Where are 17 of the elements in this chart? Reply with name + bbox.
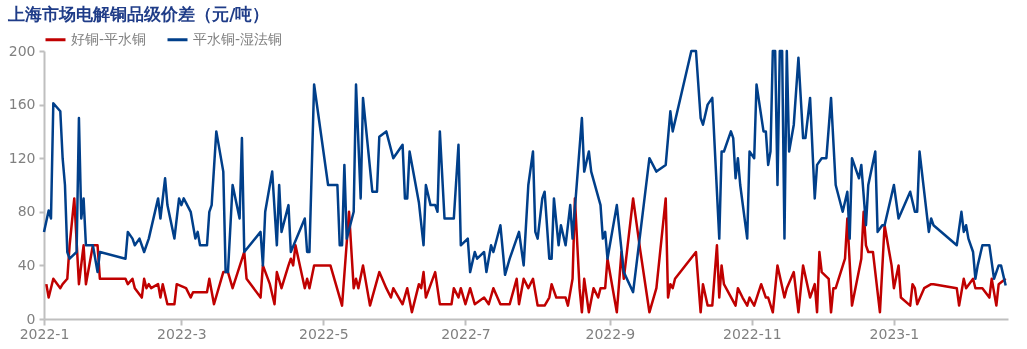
line-series <box>42 49 1007 294</box>
y-tick-label: 160 <box>8 96 36 113</box>
x-tick-label: 2022-7 <box>441 325 491 342</box>
y-tick-label: 40 <box>17 256 36 273</box>
x-tick-label: 2022-3 <box>157 325 207 342</box>
x-tick-label: 2022-9 <box>585 325 636 342</box>
legend-label: 好铜-平水铜 <box>71 30 147 47</box>
y-tick-label: 0 <box>26 310 36 327</box>
x-tick-label: 2022-5 <box>299 325 349 342</box>
chart-title: 上海市场电解铜品级价差（元/吨） <box>7 4 270 24</box>
y-tick-label: 80 <box>17 203 36 220</box>
y-tick-label: 200 <box>8 42 36 59</box>
x-tick-label: 2022-1 <box>19 325 70 342</box>
x-tick-label: 2022-11 <box>723 325 782 342</box>
y-tick-label: 120 <box>8 149 36 166</box>
legend-label: 平水铜-湿法铜 <box>193 30 283 47</box>
x-tick-label: 2023-1 <box>869 325 920 342</box>
